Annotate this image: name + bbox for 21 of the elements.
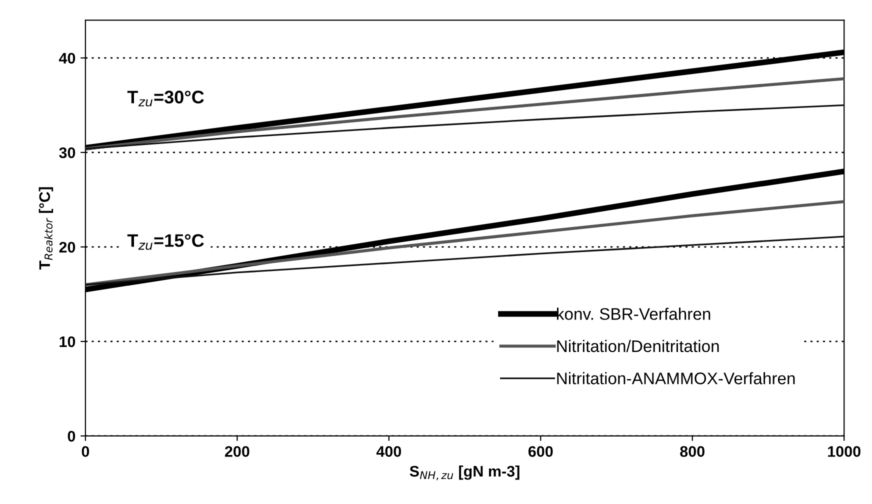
x-tick-label: 200 bbox=[224, 446, 250, 457]
x-axis-title: S$_{NH,zu}$ [gN m-3] bbox=[410, 465, 520, 480]
annotation: T$_{zu}$=30°C bbox=[127, 90, 204, 106]
y-tick-label: 10 bbox=[60, 336, 76, 348]
legend-label: Nitritation/Denitritation bbox=[557, 340, 719, 352]
y-tick-label: 0 bbox=[68, 430, 76, 442]
legend-label: konv. SBR-Verfahren bbox=[557, 308, 710, 320]
y-axis-title: T$_{Reaktor}$ [°C] bbox=[38, 187, 54, 270]
y-tick-label: 30 bbox=[59, 147, 76, 158]
legend-label: Nitritation-ANAMMOX-Verfahren bbox=[557, 372, 795, 384]
annotation: T$_{zu}$=15°C bbox=[127, 234, 204, 250]
line-series bbox=[85, 236, 844, 286]
line-series bbox=[85, 200, 844, 286]
x-tick-label: 400 bbox=[376, 446, 402, 457]
x-tick-label: 600 bbox=[528, 446, 553, 457]
y-tick-label: 40 bbox=[58, 52, 76, 64]
x-tick-label: 0 bbox=[82, 446, 90, 457]
line-series bbox=[85, 77, 844, 150]
x-tick-label: 1000 bbox=[828, 446, 860, 457]
y-tick-label: 20 bbox=[59, 242, 76, 253]
x-tick-label: 800 bbox=[680, 446, 704, 457]
